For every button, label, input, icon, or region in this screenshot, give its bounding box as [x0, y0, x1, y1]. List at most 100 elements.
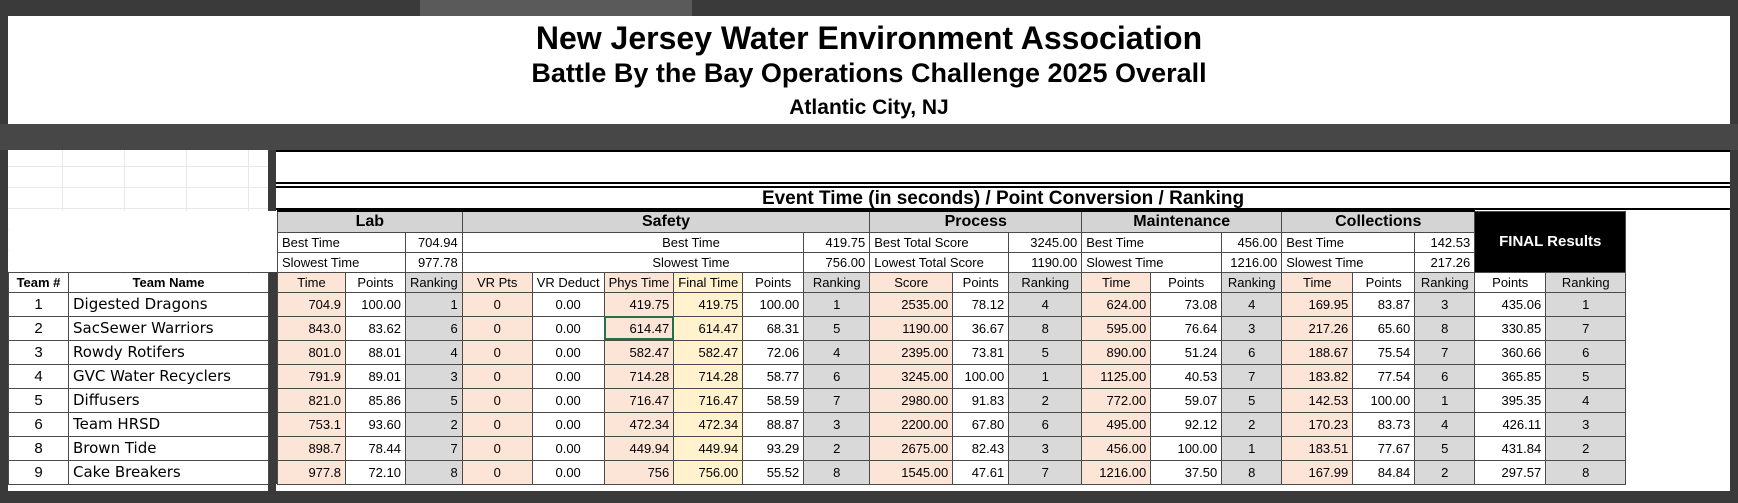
col-final-points[interactable]: Points — [1474, 271, 1547, 293]
table-cell[interactable]: 0.00 — [531, 315, 605, 341]
table-cell[interactable]: 8 — [803, 459, 871, 485]
table-cell[interactable]: 68.31 — [742, 315, 805, 341]
table-cell[interactable]: 624.00 — [1081, 291, 1152, 317]
table-cell[interactable]: 0.00 — [531, 339, 605, 365]
table-cell[interactable]: 1190.00 — [869, 315, 954, 341]
table-cell[interactable]: 297.57 — [1474, 459, 1547, 485]
table-cell[interactable]: 3 — [1221, 315, 1283, 341]
table-cell[interactable]: 0.00 — [531, 291, 605, 317]
table-cell[interactable]: 449.94 — [603, 435, 675, 461]
table-cell[interactable]: 1125.00 — [1081, 363, 1152, 389]
table-cell[interactable]: 84.84 — [1352, 459, 1416, 485]
table-cell[interactable]: 1 — [8, 291, 69, 317]
table-cell[interactable]: 67.80 — [952, 411, 1010, 437]
table-cell[interactable]: Team HRSD — [68, 411, 269, 437]
table-cell[interactable]: 753.1 — [277, 411, 346, 437]
col-safety-ranking[interactable]: Ranking — [803, 271, 871, 293]
table-cell[interactable]: 5 — [1221, 387, 1283, 413]
table-cell[interactable]: 88.01 — [345, 339, 406, 365]
table-cell[interactable]: 0 — [461, 459, 533, 485]
table-cell[interactable]: 419.75 — [673, 291, 744, 317]
table-cell[interactable]: 0 — [461, 387, 533, 413]
table-cell[interactable]: 426.11 — [1474, 411, 1547, 437]
safety-slow-value[interactable]: 756.00 — [803, 251, 871, 273]
table-cell[interactable]: 59.07 — [1150, 387, 1223, 413]
col-final-ranking[interactable]: Ranking — [1545, 271, 1627, 293]
table-cell[interactable]: 7 — [1221, 363, 1283, 389]
table-cell[interactable]: 0.00 — [531, 411, 605, 437]
table-cell[interactable]: 360.66 — [1474, 339, 1547, 365]
table-cell[interactable]: 3 — [1008, 435, 1083, 461]
col-process-score[interactable]: Score — [869, 271, 954, 293]
table-cell[interactable]: 1 — [405, 291, 463, 317]
table-cell[interactable]: 5 — [405, 387, 463, 413]
table-cell[interactable]: 77.54 — [1352, 363, 1416, 389]
table-cell[interactable]: 1 — [1414, 387, 1476, 413]
table-cell[interactable]: 7 — [1545, 315, 1627, 341]
table-cell[interactable]: 716.47 — [673, 387, 744, 413]
table-cell[interactable]: SacSewer Warriors — [68, 315, 269, 341]
table-cell[interactable]: 5 — [8, 387, 69, 413]
col-lab-time[interactable]: Time — [277, 271, 346, 293]
table-cell[interactable]: 8 — [1414, 315, 1476, 341]
table-cell[interactable]: 51.24 — [1150, 339, 1223, 365]
table-cell[interactable]: 4 — [803, 339, 871, 365]
table-cell[interactable]: 3 — [405, 363, 463, 389]
table-cell[interactable]: 4 — [1008, 291, 1083, 317]
table-cell[interactable]: 183.82 — [1281, 363, 1354, 389]
table-cell[interactable]: 8 — [8, 435, 69, 461]
table-cell[interactable]: 7 — [405, 435, 463, 461]
table-cell[interactable]: 0 — [461, 339, 533, 365]
table-cell[interactable]: 2 — [1414, 459, 1476, 485]
table-cell[interactable]: 83.62 — [345, 315, 406, 341]
table-cell[interactable]: 791.9 — [277, 363, 346, 389]
table-cell[interactable]: 169.95 — [1281, 291, 1354, 317]
table-cell[interactable]: 756 — [603, 459, 675, 485]
table-cell[interactable]: 2 — [8, 315, 69, 341]
table-cell[interactable]: 772.00 — [1081, 387, 1152, 413]
table-cell[interactable]: 4 — [1414, 411, 1476, 437]
table-cell[interactable]: 58.59 — [742, 387, 805, 413]
table-cell[interactable]: Rowdy Rotifers — [68, 339, 269, 365]
table-cell[interactable]: 1 — [1545, 291, 1627, 317]
table-cell[interactable]: 6 — [1414, 363, 1476, 389]
table-cell[interactable]: 821.0 — [277, 387, 346, 413]
table-cell[interactable]: 92.12 — [1150, 411, 1223, 437]
col-vr-pts[interactable]: VR Pts — [461, 271, 533, 293]
table-cell[interactable]: 614.47 — [603, 315, 675, 341]
table-cell[interactable]: 582.47 — [603, 339, 675, 365]
col-team-name[interactable]: Team Name — [68, 271, 269, 293]
table-cell[interactable]: 73.08 — [1150, 291, 1223, 317]
lab-slow-value[interactable]: 977.78 — [405, 251, 463, 273]
table-cell[interactable]: 7 — [803, 387, 871, 413]
table-cell[interactable]: 9 — [8, 459, 69, 485]
table-cell[interactable]: 78.44 — [345, 435, 406, 461]
col-coll-ranking[interactable]: Ranking — [1414, 271, 1476, 293]
table-cell[interactable]: 3 — [1545, 411, 1627, 437]
table-cell[interactable]: 183.51 — [1281, 435, 1354, 461]
table-cell[interactable]: 93.29 — [742, 435, 805, 461]
table-cell[interactable]: 5 — [1008, 339, 1083, 365]
table-cell[interactable]: 6 — [803, 363, 871, 389]
table-cell[interactable]: 456.00 — [1081, 435, 1152, 461]
table-cell[interactable]: 75.54 — [1352, 339, 1416, 365]
table-cell[interactable]: 843.0 — [277, 315, 346, 341]
col-phys-time[interactable]: Phys Time — [603, 271, 675, 293]
table-cell[interactable]: 495.00 — [1081, 411, 1152, 437]
coll-slow-value[interactable]: 217.26 — [1414, 251, 1476, 273]
table-cell[interactable]: 0 — [461, 315, 533, 341]
table-cell[interactable]: 0 — [461, 363, 533, 389]
col-process-points[interactable]: Points — [952, 271, 1010, 293]
table-cell[interactable]: 5 — [803, 315, 871, 341]
col-team-number[interactable]: Team # — [8, 271, 69, 293]
table-cell[interactable]: 3 — [1414, 291, 1476, 317]
table-cell[interactable]: 4 — [1221, 291, 1283, 317]
table-cell[interactable]: 419.75 — [603, 291, 675, 317]
table-cell[interactable]: 188.67 — [1281, 339, 1354, 365]
table-cell[interactable]: 2675.00 — [869, 435, 954, 461]
table-cell[interactable]: 37.50 — [1150, 459, 1223, 485]
table-cell[interactable]: 8 — [1221, 459, 1283, 485]
table-cell[interactable]: 2980.00 — [869, 387, 954, 413]
table-cell[interactable]: 1 — [1008, 363, 1083, 389]
table-cell[interactable]: 65.60 — [1352, 315, 1416, 341]
